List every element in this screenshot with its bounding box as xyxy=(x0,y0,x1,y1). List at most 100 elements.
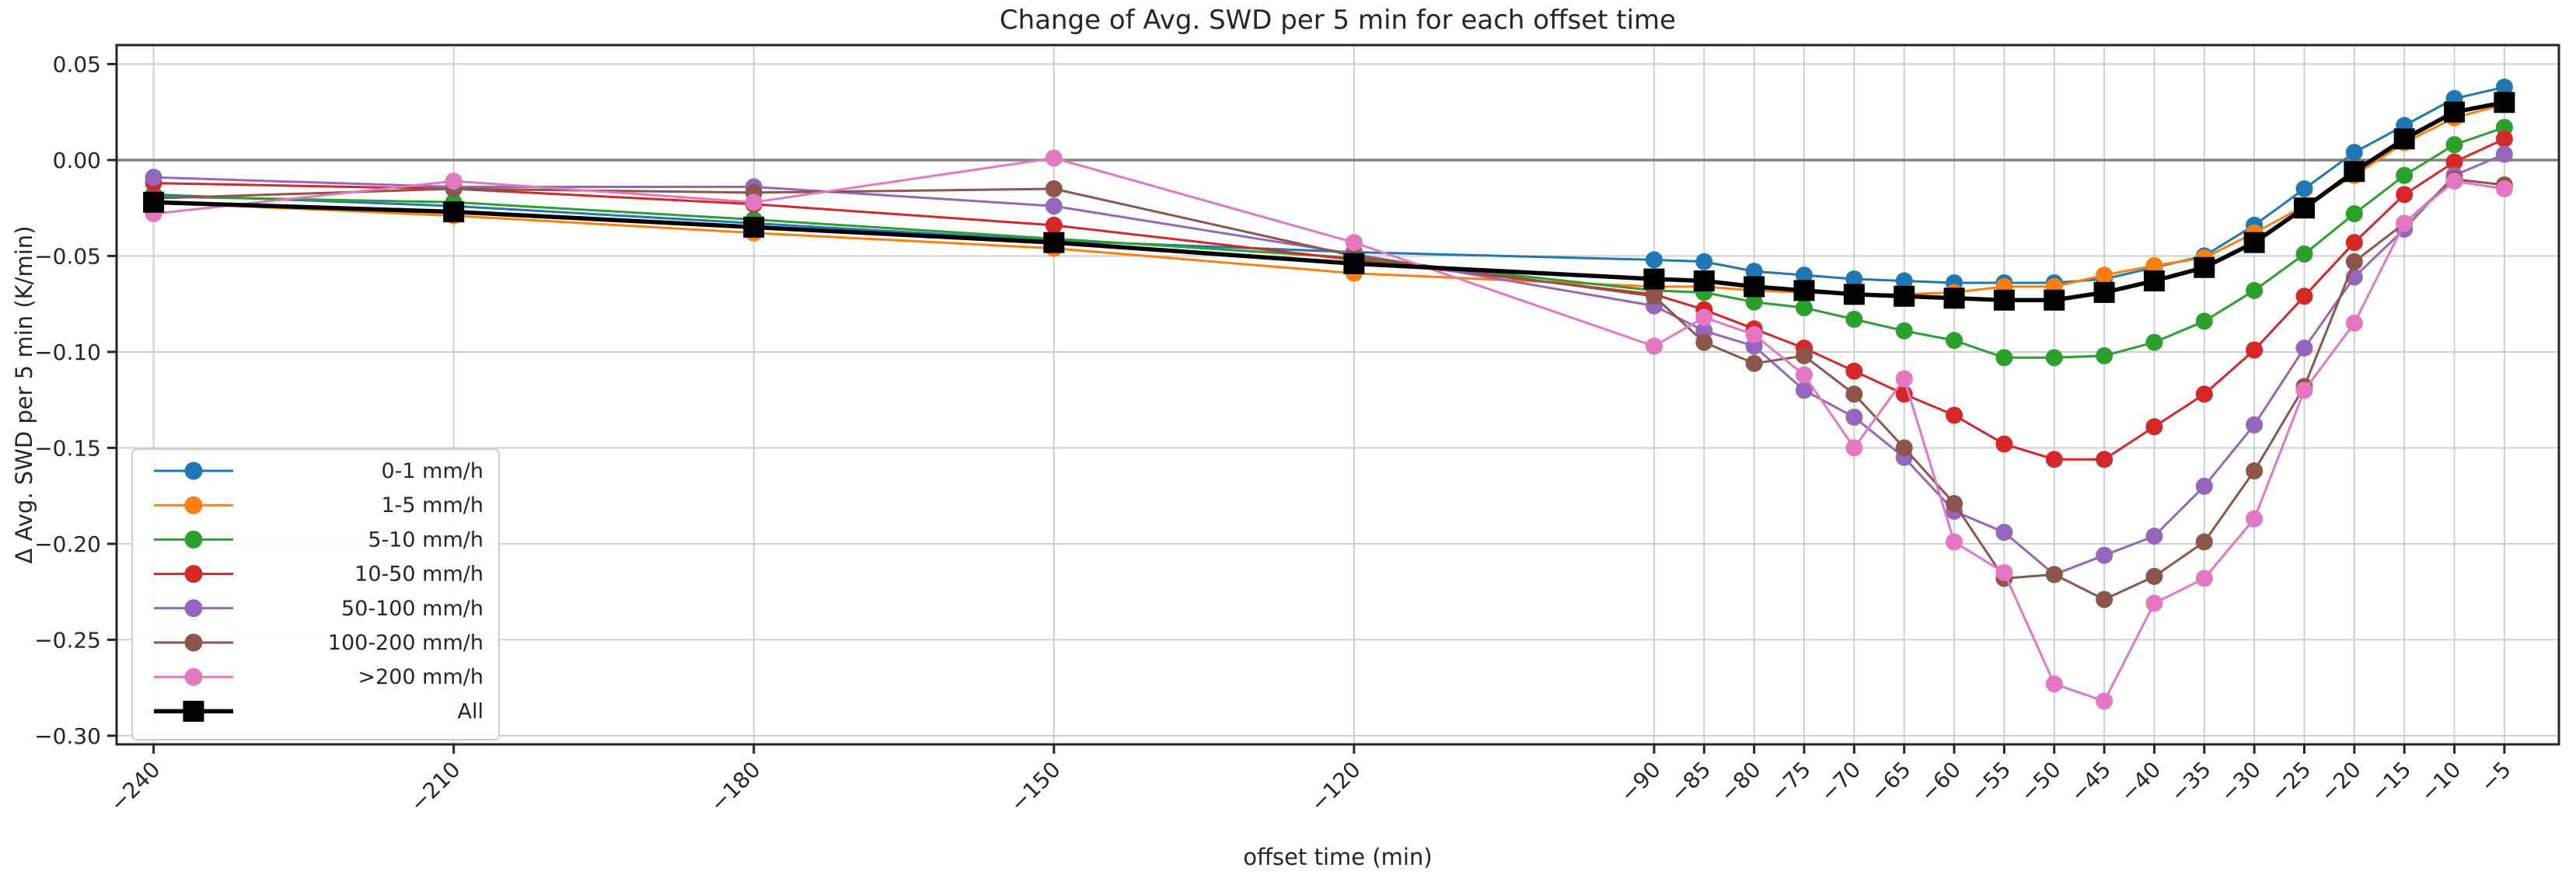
legend-label: 100-200 mm/h xyxy=(328,631,483,655)
y-tick-label: −0.25 xyxy=(34,627,101,653)
x-tick-label: −75 xyxy=(1765,757,1816,807)
data-point-marker xyxy=(2195,385,2213,403)
legend-label: 10-50 mm/h xyxy=(354,563,483,587)
data-point-marker xyxy=(1745,354,1763,372)
data-point-marker xyxy=(2145,418,2163,436)
legend-marker xyxy=(184,667,203,686)
data-point-marker xyxy=(2246,281,2264,299)
x-tick-label: −80 xyxy=(1716,757,1766,807)
x-tick-label: −60 xyxy=(1915,757,1966,807)
data-point-marker xyxy=(1845,408,1863,426)
data-point-marker xyxy=(2295,382,2313,399)
x-tick-label: −90 xyxy=(1615,757,1666,807)
x-axis-label: offset time (min) xyxy=(1243,844,1433,870)
data-point-marker xyxy=(1845,439,1863,457)
data-point-marker xyxy=(1695,308,1713,326)
data-point-marker xyxy=(1895,370,1913,388)
data-point-marker xyxy=(2344,161,2365,183)
data-point-marker xyxy=(2044,289,2065,311)
data-point-marker xyxy=(1343,253,1365,274)
y-tick-label: −0.30 xyxy=(34,723,101,749)
legend-label: 0-1 mm/h xyxy=(382,459,484,483)
data-point-marker xyxy=(2045,675,2063,693)
data-point-marker xyxy=(1796,299,1813,317)
data-point-marker xyxy=(2494,92,2515,113)
data-point-marker xyxy=(1796,267,1813,284)
data-point-marker xyxy=(2295,245,2313,263)
data-point-marker xyxy=(1843,284,1865,305)
data-point-marker xyxy=(2195,570,2213,587)
data-point-marker xyxy=(1895,322,1913,340)
data-point-marker xyxy=(1045,149,1063,167)
data-point-marker xyxy=(2143,270,2165,292)
data-point-marker xyxy=(2195,533,2213,551)
x-tick-label: −15 xyxy=(2365,757,2416,807)
data-point-marker xyxy=(2345,205,2363,223)
data-point-marker xyxy=(1995,435,2013,453)
data-point-marker xyxy=(2295,287,2313,305)
x-tick-label: −70 xyxy=(1815,757,1866,807)
data-point-marker xyxy=(1946,406,1963,424)
series-all xyxy=(143,92,2515,311)
data-point-marker xyxy=(1744,276,1765,298)
data-point-marker xyxy=(2345,253,2363,270)
chart-title: Change of Avg. SWD per 5 min for each of… xyxy=(999,5,1677,36)
legend-item: 0-1 mm/h xyxy=(154,459,483,483)
y-tick-label: −0.20 xyxy=(34,531,101,557)
legend-item: 1-5 mm/h xyxy=(154,493,483,517)
data-point-marker xyxy=(2096,451,2114,469)
x-tick-label: −50 xyxy=(2016,757,2066,807)
data-point-marker xyxy=(1845,270,1863,288)
data-point-marker xyxy=(2045,566,2063,584)
data-point-marker xyxy=(2243,232,2265,253)
y-tick-label: −0.15 xyxy=(34,435,101,461)
data-point-marker xyxy=(1695,333,1713,351)
legend-marker xyxy=(184,462,203,480)
legend-marker xyxy=(183,700,204,722)
data-point-marker xyxy=(2145,333,2163,351)
data-point-marker xyxy=(145,169,162,186)
data-point-marker xyxy=(2445,172,2463,190)
legend-marker xyxy=(184,633,203,652)
data-point-marker xyxy=(2246,416,2264,434)
axes-spines xyxy=(115,44,2560,746)
data-point-marker xyxy=(2145,256,2163,274)
data-point-marker xyxy=(1045,179,1063,197)
plot-area xyxy=(117,45,2559,744)
x-tick-label: −210 xyxy=(405,757,466,817)
legend-item: All xyxy=(154,699,483,723)
data-point-marker xyxy=(2045,349,2063,367)
y-axis-label: Δ Avg. SWD per 5 min (K/min) xyxy=(11,225,37,564)
legend-label: All xyxy=(458,699,483,723)
legend-label: 50-100 mm/h xyxy=(341,597,483,621)
data-point-marker xyxy=(2096,546,2114,564)
data-point-marker xyxy=(2396,166,2414,184)
data-point-marker xyxy=(1793,280,1815,301)
data-point-marker xyxy=(1695,253,1713,270)
data-point-marker xyxy=(1894,285,1915,307)
data-point-marker xyxy=(1995,563,2013,581)
data-point-marker xyxy=(2096,347,2114,364)
legend-marker xyxy=(184,496,203,514)
legend-item: 5-10 mm/h xyxy=(154,528,483,552)
data-point-marker xyxy=(2045,451,2063,469)
data-point-marker xyxy=(143,191,165,213)
data-point-marker xyxy=(445,172,462,190)
legend-label: >200 mm/h xyxy=(358,665,483,689)
data-point-marker xyxy=(1995,524,2013,542)
legend-item: 10-50 mm/h xyxy=(154,563,483,587)
x-tick-label: −25 xyxy=(2265,757,2316,807)
legend-label: 5-10 mm/h xyxy=(368,528,483,552)
x-tick-label: −120 xyxy=(1305,757,1366,817)
data-point-marker xyxy=(1796,366,1813,384)
data-point-marker xyxy=(2444,101,2466,123)
y-tick-label: 0.05 xyxy=(53,51,101,77)
data-point-marker xyxy=(2096,692,2114,710)
x-tick-label: −180 xyxy=(705,757,766,817)
data-point-marker xyxy=(1645,251,1663,269)
data-point-marker xyxy=(1796,347,1813,364)
data-point-marker xyxy=(2495,145,2513,163)
data-point-marker xyxy=(1895,272,1913,290)
data-point-marker xyxy=(1845,310,1863,328)
data-point-marker xyxy=(2345,314,2363,332)
